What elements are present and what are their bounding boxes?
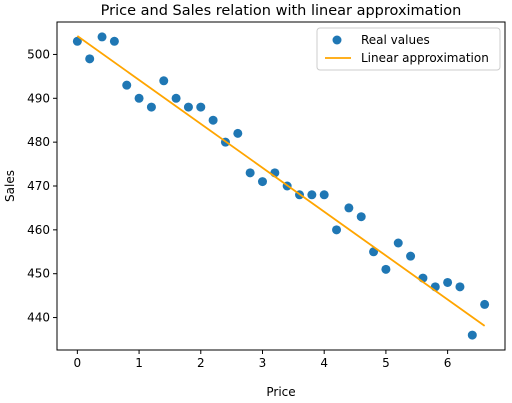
data-point (393, 238, 403, 248)
data-point (97, 32, 107, 42)
data-point (208, 115, 218, 125)
legend: Real values Linear approximation (316, 27, 501, 71)
legend-label-real-values: Real values (361, 33, 430, 47)
legend-label-linear-approximation: Linear approximation (361, 51, 489, 65)
x-tick-label: 1 (135, 356, 143, 370)
y-axis-label: Sales (3, 170, 17, 202)
data-point (171, 93, 181, 103)
x-tick-label: 3 (259, 356, 267, 370)
y-tick-label: 480 (27, 135, 50, 149)
data-point (319, 190, 329, 200)
data-point (480, 299, 490, 309)
data-point (467, 330, 477, 340)
data-point (146, 102, 156, 112)
chart-title: Price and Sales relation with linear app… (101, 3, 462, 19)
data-point (443, 277, 453, 287)
y-tick-label: 500 (27, 47, 50, 61)
data-point (85, 54, 95, 64)
x-tick-label: 5 (382, 356, 390, 370)
data-point (455, 282, 465, 292)
data-point (196, 102, 206, 112)
data-point (406, 251, 416, 261)
legend-marker-real-values (332, 35, 342, 45)
data-point (122, 80, 132, 90)
x-tick-label: 0 (74, 356, 82, 370)
y-tick-label: 470 (27, 179, 50, 193)
x-axis-ticks: 0 1 2 3 4 5 6 (74, 350, 452, 370)
plot-frame (56, 21, 506, 351)
y-tick-label: 460 (27, 223, 50, 237)
y-axis-ticks: 440 450 460 470 480 490 500 (27, 47, 57, 325)
x-tick-label: 2 (197, 356, 205, 370)
x-axis-label: Price (266, 385, 295, 399)
data-point (257, 177, 267, 187)
data-point (245, 168, 255, 178)
x-tick-label: 4 (320, 356, 328, 370)
y-tick-label: 440 (27, 311, 50, 325)
y-tick-label: 490 (27, 91, 50, 105)
x-tick-label: 6 (444, 356, 452, 370)
data-point (307, 190, 317, 200)
y-tick-label: 450 (27, 267, 50, 281)
plot-area (72, 32, 490, 340)
data-point (344, 203, 354, 213)
legend-box (316, 27, 501, 71)
data-point (159, 76, 169, 86)
data-point (183, 102, 193, 112)
data-point (356, 212, 366, 222)
data-point (134, 93, 144, 103)
data-point (332, 225, 342, 235)
linear-approximation-line (76, 35, 486, 327)
data-point (381, 264, 391, 274)
data-point (72, 36, 82, 46)
data-point (233, 128, 243, 138)
data-point (109, 36, 119, 46)
